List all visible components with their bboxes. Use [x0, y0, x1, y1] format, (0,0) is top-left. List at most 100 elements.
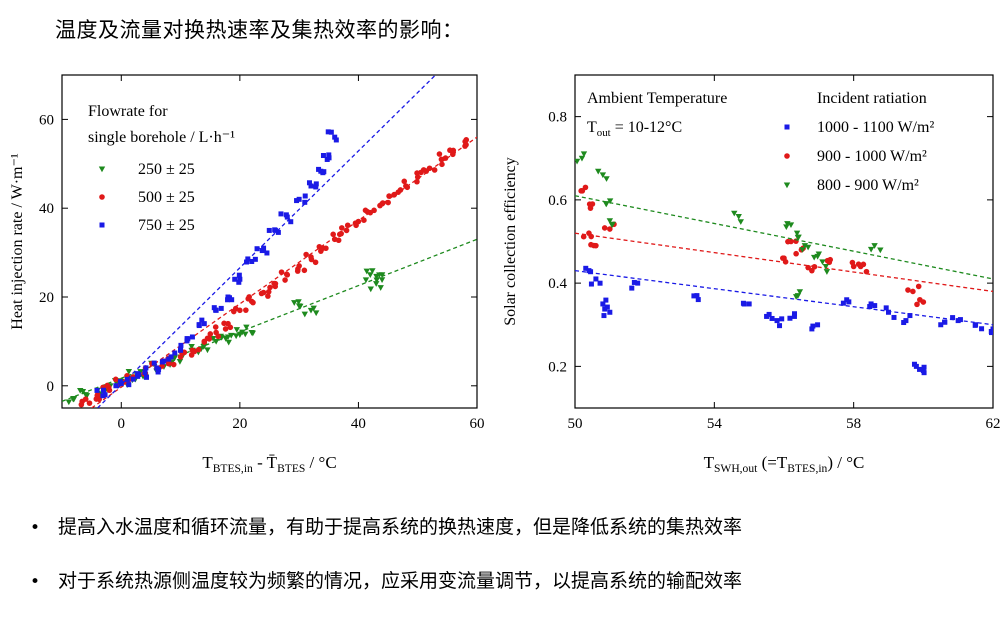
legend-label: 900 - 1000 W/m² — [817, 148, 927, 165]
bullet-dot-icon: • — [30, 518, 41, 538]
data-point — [846, 299, 852, 305]
data-point — [332, 134, 338, 140]
bullet-text: 提高入水温度和循环流量，有助于提高系统的换热速度，但是降低系统的集热效率 — [58, 516, 743, 538]
data-point — [249, 258, 255, 264]
data-point — [185, 336, 191, 342]
data-point — [691, 293, 697, 299]
data-point — [578, 188, 584, 194]
data-point — [206, 336, 213, 342]
data-point — [225, 339, 232, 346]
data-point — [391, 191, 398, 198]
data-point — [972, 322, 978, 328]
plot-area — [62, 75, 477, 408]
x-tick-label: 20 — [232, 416, 247, 432]
data-point — [191, 348, 198, 355]
y-tick-label: 0.8 — [548, 110, 567, 126]
data-point — [136, 372, 142, 378]
data-point — [414, 170, 420, 176]
data-point — [694, 293, 700, 299]
data-point — [783, 224, 790, 231]
data-point — [302, 199, 308, 205]
data-point — [814, 253, 821, 260]
data-point — [308, 256, 315, 263]
chart-left: 0 20 40 60 0 20 40 60 TBTES,in​ - T̄BTES​ / °C He… — [9, 74, 485, 475]
data-point — [942, 319, 948, 325]
data-point — [905, 287, 911, 293]
data-point — [915, 283, 922, 290]
data-point — [259, 248, 265, 254]
data-point — [746, 301, 752, 307]
data-point — [593, 276, 599, 282]
data-point — [239, 329, 246, 336]
y-tick-label: 20 — [39, 290, 54, 306]
data-point — [606, 198, 614, 205]
data-point — [156, 366, 162, 372]
data-point — [130, 376, 136, 382]
data-point — [588, 233, 595, 240]
data-point — [950, 315, 956, 321]
data-point — [94, 387, 100, 393]
data-point — [849, 259, 856, 266]
data-point — [575, 158, 581, 165]
data-point — [233, 327, 241, 333]
data-point — [237, 276, 243, 282]
data-point — [578, 155, 586, 162]
data-point — [102, 392, 108, 398]
data-point — [811, 263, 818, 270]
data-point — [294, 268, 301, 274]
data-point — [990, 326, 993, 332]
data-point — [447, 147, 453, 154]
y-axis-label: Solar collection efficiency — [502, 157, 519, 326]
data-point — [791, 313, 797, 319]
bullet-item: • 提高入水温度和循环流量，有助于提高系统的换热速度，但是降低系统的集热效率 — [30, 514, 1000, 540]
data-point — [291, 300, 298, 306]
data-point — [252, 256, 258, 262]
data-point — [583, 265, 589, 271]
data-point — [245, 256, 251, 262]
data-point — [266, 227, 272, 233]
data-point — [886, 309, 891, 315]
data-point — [335, 237, 342, 244]
data-point — [144, 374, 150, 380]
data-point — [312, 259, 319, 266]
data-point — [774, 318, 780, 324]
data-point — [137, 369, 144, 375]
data-point — [920, 299, 927, 305]
data-point — [221, 320, 227, 327]
data-point — [308, 183, 314, 189]
data-point — [310, 305, 317, 312]
data-point — [436, 151, 443, 157]
data-point — [201, 339, 208, 345]
data-point — [302, 193, 308, 199]
data-point — [323, 245, 329, 252]
bullet-item: • 对于系统热源侧温度较为频繁的情况，应采用变流量调节，以提高系统的输配效率 — [30, 568, 1000, 594]
data-point — [863, 268, 870, 275]
fit-line — [97, 75, 436, 408]
data-point — [917, 366, 923, 372]
plot-frame — [574, 74, 994, 409]
data-point — [151, 360, 157, 366]
data-point — [326, 152, 332, 158]
data-point — [176, 358, 184, 365]
data-point — [369, 268, 376, 274]
data-point — [178, 347, 184, 353]
bullet-list: • 提高入水温度和循环流量，有助于提高系统的换热速度，但是降低系统的集热效率 • 对… — [30, 514, 1000, 622]
data-point — [333, 137, 339, 143]
annotation-text: Tout​ = 10-12°C — [587, 119, 682, 139]
data-point — [326, 155, 332, 161]
data-point — [249, 330, 257, 337]
data-point — [785, 238, 791, 245]
data-point — [371, 207, 377, 214]
data-point — [804, 244, 812, 251]
data-point — [278, 269, 285, 275]
data-point — [793, 230, 801, 237]
data-point — [126, 382, 132, 388]
data-point — [306, 180, 312, 186]
data-point — [143, 365, 149, 371]
data-point — [580, 151, 588, 158]
data-point — [242, 331, 249, 338]
data-point — [227, 295, 233, 301]
bullet-text: 对于系统热源侧温度较为频繁的情况，应采用变流量调节，以提高系统的输配效率 — [58, 570, 743, 592]
data-point — [840, 300, 846, 306]
data-point — [601, 313, 607, 319]
